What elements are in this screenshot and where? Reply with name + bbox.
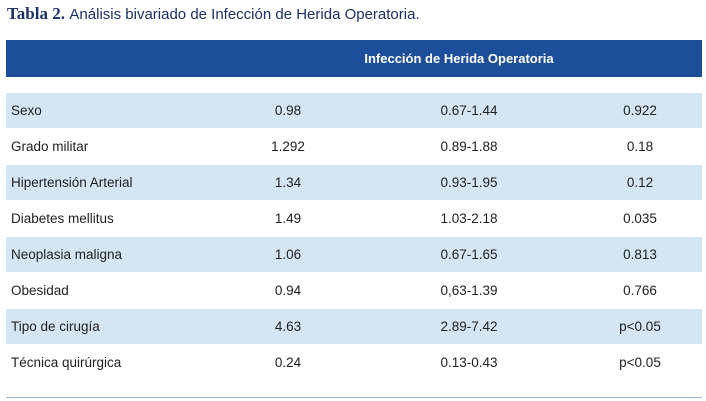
column-header-p: p <box>636 77 644 92</box>
variable-cell: Hipertensión Arterial <box>6 164 216 201</box>
group-header: Infección de Herida Operatoria <box>216 40 702 77</box>
caption-label: Tabla 2. <box>7 4 65 23</box>
column-header-ic: IC <box>462 77 476 92</box>
ic-cell: 0.67-1.65 <box>360 236 578 273</box>
bivariate-analysis-table: Infección de Herida Operatoria RP IC p S… <box>6 40 702 380</box>
table-row: Sexo 0.98 0.67-1.44 0.922 <box>6 92 702 129</box>
table-row: Hipertensión Arterial 1.34 0.93-1.95 0.1… <box>6 164 702 201</box>
rp-cell: 0.94 <box>216 272 360 309</box>
p-cell: p<0.05 <box>578 308 702 345</box>
p-cell: 0.766 <box>578 272 702 309</box>
p-cell: 0.035 <box>578 200 702 237</box>
header-group-row: Infección de Herida Operatoria <box>6 40 702 77</box>
variable-cell: Neoplasia maligna <box>6 236 216 273</box>
table-row: Tipo de cirugía 4.63 2.89-7.42 p<0.05 <box>6 308 702 345</box>
table-row: Grado militar 1.292 0.89-1.88 0.18 <box>6 128 702 165</box>
table-body: Sexo 0.98 0.67-1.44 0.922 Grado militar … <box>6 92 702 380</box>
header-empty-cell <box>6 40 216 77</box>
table-row: Neoplasia maligna 1.06 0.67-1.65 0.813 <box>6 236 702 273</box>
p-cell: p<0.05 <box>578 344 702 380</box>
p-cell: 0.922 <box>578 92 702 129</box>
table-row: Técnica quirúrgica 0.24 0.13-0.43 p<0.05 <box>6 344 702 380</box>
rp-cell: 1.49 <box>216 200 360 237</box>
ic-cell: 0,63-1.39 <box>360 272 578 309</box>
variable-cell: Sexo <box>6 92 216 129</box>
column-header-variable <box>6 77 216 93</box>
ic-cell: 0.13-0.43 <box>360 344 578 380</box>
ic-cell: 2.89-7.42 <box>360 308 578 345</box>
caption-text: Análisis bivariado de Infección de Herid… <box>69 6 420 23</box>
rp-cell: 0.24 <box>216 344 360 380</box>
variable-cell: Diabetes mellitus <box>6 200 216 237</box>
variable-cell: Grado militar <box>6 128 216 165</box>
ic-cell: 0.67-1.44 <box>360 92 578 129</box>
rp-cell: 4.63 <box>216 308 360 345</box>
variable-cell: Técnica quirúrgica <box>6 344 216 380</box>
p-cell: 0.12 <box>578 164 702 201</box>
rp-cell: 1.34 <box>216 164 360 201</box>
table-header: Infección de Herida Operatoria RP IC p <box>6 40 702 93</box>
table-caption: Tabla 2. Análisis bivariado de Infección… <box>7 4 420 24</box>
variable-cell: Obesidad <box>6 272 216 309</box>
p-cell: 0.813 <box>578 236 702 273</box>
table-row: Diabetes mellitus 1.49 1.03-2.18 0.035 <box>6 200 702 237</box>
ic-cell: 0.89-1.88 <box>360 128 578 165</box>
p-cell: 0.18 <box>578 128 702 165</box>
header-column-row: RP IC p <box>6 77 702 93</box>
rp-cell: 0.98 <box>216 92 360 129</box>
column-header-rp: RP <box>278 77 298 92</box>
table-row: Obesidad 0.94 0,63-1.39 0.766 <box>6 272 702 309</box>
variable-cell: Tipo de cirugía <box>6 308 216 345</box>
rp-cell: 1.06 <box>216 236 360 273</box>
rp-cell: 1.292 <box>216 128 360 165</box>
ic-cell: 0.93-1.95 <box>360 164 578 201</box>
ic-cell: 1.03-2.18 <box>360 200 578 237</box>
table-bottom-rule <box>6 397 702 398</box>
